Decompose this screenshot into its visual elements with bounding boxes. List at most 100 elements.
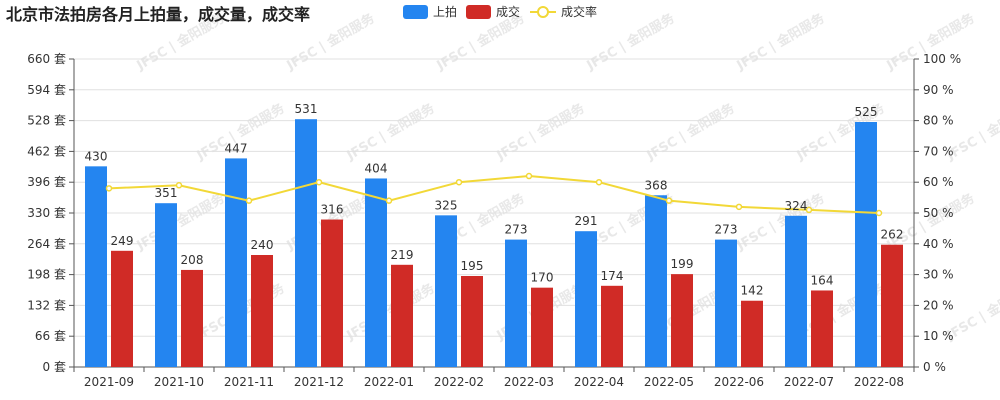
bar-label-chengjiao: 208 bbox=[181, 253, 204, 267]
bar-chengjiao bbox=[811, 290, 833, 367]
bar-label-shangpai: 447 bbox=[225, 141, 248, 155]
left-axis-tick-label: 0 套 bbox=[43, 360, 66, 374]
right-axis-tick-label: 90 % bbox=[923, 83, 954, 97]
x-axis-tick-label: 2022-07 bbox=[784, 375, 834, 389]
bar-label-shangpai: 430 bbox=[85, 149, 108, 163]
bar-label-chengjiao: 199 bbox=[671, 257, 694, 271]
watermark-text: JFSC | 金阳服务 bbox=[643, 100, 738, 164]
left-axis-tick-label: 528 套 bbox=[27, 114, 66, 128]
bar-label-shangpai: 273 bbox=[505, 223, 528, 237]
left-axis-tick-label: 660 套 bbox=[27, 52, 66, 66]
bar-label-shangpai: 404 bbox=[365, 161, 388, 175]
bar-label-chengjiao: 195 bbox=[461, 259, 484, 273]
rate-point bbox=[175, 182, 183, 189]
legend-swatch-shangpai bbox=[403, 5, 428, 19]
left-axis-tick-label: 462 套 bbox=[27, 144, 66, 158]
bar-shangpai bbox=[295, 119, 317, 367]
bar-label-shangpai: 324 bbox=[785, 199, 808, 213]
x-axis: 2021-09 2021-10 2021-11 2021-12 2022-01 2022-… bbox=[73, 366, 915, 389]
bar-label-chengjiao: 170 bbox=[531, 271, 554, 285]
bar-chengjiao bbox=[391, 264, 413, 367]
bar-shangpai bbox=[85, 166, 107, 367]
watermark-text: JFSC | 金阳服务 bbox=[733, 10, 828, 74]
rate-point bbox=[595, 178, 603, 186]
bar-label-shangpai: 291 bbox=[575, 214, 598, 228]
x-axis-tick-label: 2022-02 bbox=[434, 375, 484, 389]
legend-marker-chengjiaolv bbox=[537, 6, 549, 18]
bar-shangpai bbox=[715, 239, 737, 367]
right-axis-tick-label: 50 % bbox=[923, 206, 954, 220]
legend-label-chengjiao: 成交 bbox=[496, 4, 520, 19]
chart-title: 北京市法拍房各月上拍量，成交量，成交率 bbox=[6, 5, 310, 24]
legend-swatch-chengjiao bbox=[466, 5, 491, 19]
left-axis-tick-label: 594 套 bbox=[27, 83, 66, 97]
x-axis-tick-label: 2022-04 bbox=[574, 375, 624, 389]
rate-point bbox=[805, 206, 813, 214]
bar-label-chengjiao: 262 bbox=[881, 228, 904, 242]
rate-point bbox=[105, 185, 113, 192]
x-axis-tick-label: 2022-05 bbox=[644, 375, 694, 389]
left-axis-tick-label: 396 套 bbox=[27, 175, 66, 189]
rate-point bbox=[315, 178, 323, 186]
watermark-text: JFSC | 金阳服务 bbox=[583, 10, 678, 74]
right-axis: 0 % 10 % 20 % 30 % 40 % 50 % 60 % 70 % 80 % 90 % 1… bbox=[913, 52, 961, 374]
rate-point bbox=[245, 197, 253, 204]
bar-label-chengjiao: 316 bbox=[321, 203, 344, 217]
bar-chengjiao bbox=[601, 285, 623, 367]
left-axis-tick-label: 198 套 bbox=[27, 268, 66, 282]
bar-shangpai bbox=[785, 215, 807, 367]
right-axis-tick-label: 100 % bbox=[923, 52, 961, 66]
watermark-text: JFSC | 金阳服务 bbox=[343, 280, 438, 344]
right-axis-tick-label: 0 % bbox=[923, 360, 946, 374]
right-axis-tick-label: 20 % bbox=[923, 298, 954, 312]
watermark-text: JFSC | 金阳服务 bbox=[433, 10, 528, 74]
bar-chengjiao bbox=[111, 250, 133, 367]
x-axis-tick-label: 2021-09 bbox=[84, 375, 134, 389]
bar-label-chengjiao: 219 bbox=[391, 248, 414, 262]
bar-shangpai bbox=[855, 122, 877, 367]
bar-label-shangpai: 368 bbox=[645, 178, 668, 192]
right-axis-tick-label: 70 % bbox=[923, 144, 954, 158]
bar-label-chengjiao: 249 bbox=[111, 234, 134, 248]
watermark-text: JFSC | 金阳服务 bbox=[133, 190, 228, 254]
legend-item-chengjiao[interactable]: 成交 bbox=[466, 4, 520, 19]
rate-line-path bbox=[108, 175, 880, 214]
bar-shangpai bbox=[435, 215, 457, 367]
bar-chengjiao bbox=[461, 276, 483, 367]
legend-label-shangpai: 上拍 bbox=[433, 4, 457, 19]
right-axis-tick-label: 30 % bbox=[923, 268, 954, 282]
rate-line bbox=[105, 172, 883, 217]
watermark-text: JFSC | 金阳服务 bbox=[493, 100, 588, 164]
x-axis-tick-label: 2022-06 bbox=[714, 375, 764, 389]
left-axis-tick-label: 132 套 bbox=[27, 298, 66, 312]
bar-chengjiao bbox=[741, 300, 763, 367]
bars bbox=[85, 119, 903, 367]
rate-point bbox=[875, 209, 883, 217]
left-axis: 0 套 66 套 132 套 198 套 264 套 330 套 396 套 462 套 528… bbox=[27, 52, 75, 374]
bar-label-shangpai: 325 bbox=[435, 198, 458, 212]
gridlines bbox=[74, 58, 914, 337]
bar-label-chengjiao: 142 bbox=[741, 284, 764, 298]
bar-label-chengjiao: 164 bbox=[811, 273, 834, 287]
x-axis-tick-label: 2022-08 bbox=[854, 375, 904, 389]
watermark-text: JFSC | 金阳服务 bbox=[733, 190, 828, 254]
bar-labels: 430 249 351 208 447 240 531 316 404 219 325 195 273 1… bbox=[85, 102, 904, 298]
x-axis-tick-label: 2022-01 bbox=[364, 375, 414, 389]
rate-point bbox=[385, 197, 393, 204]
legend-item-chengjiaolv[interactable]: 成交率 bbox=[530, 4, 597, 19]
x-axis-tick-label: 2022-03 bbox=[504, 375, 554, 389]
bar-chengjiao bbox=[881, 244, 903, 367]
left-axis-tick-label: 264 套 bbox=[27, 237, 66, 251]
rate-point bbox=[525, 172, 533, 180]
bar-chengjiao bbox=[671, 274, 693, 367]
bar-chengjiao bbox=[321, 219, 343, 367]
bar-chengjiao bbox=[181, 269, 203, 367]
bar-label-shangpai: 525 bbox=[855, 105, 878, 119]
right-axis-tick-label: 80 % bbox=[923, 114, 954, 128]
legend-item-shangpai[interactable]: 上拍 bbox=[403, 4, 457, 19]
bar-shangpai bbox=[645, 195, 667, 367]
bar-label-shangpai: 273 bbox=[715, 223, 738, 237]
left-axis-tick-label: 330 套 bbox=[27, 206, 66, 220]
bar-shangpai bbox=[505, 239, 527, 367]
